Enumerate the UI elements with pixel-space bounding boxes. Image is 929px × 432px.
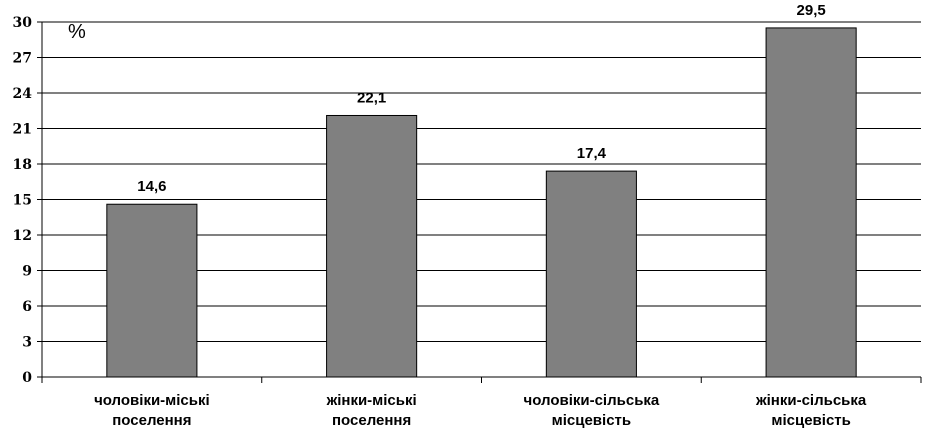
value-label: 14,6 xyxy=(137,178,166,195)
x-category-label: чоловіки-міські xyxy=(94,392,210,409)
x-category-label: жінки-сільська xyxy=(755,392,867,409)
y-tick-label: 6 xyxy=(22,299,32,315)
y-tick-label: 30 xyxy=(13,15,33,31)
y-tick-label: 0 xyxy=(22,370,32,386)
value-labels: 14,6 22,1 17,4 29,5 xyxy=(137,2,825,195)
x-category-label: поселення xyxy=(332,412,411,429)
value-label: 29,5 xyxy=(797,2,826,19)
y-tick-label: 12 xyxy=(13,228,32,244)
y-tick-label: 21 xyxy=(13,122,32,138)
y-tick-label: 3 xyxy=(22,335,32,351)
bar xyxy=(765,27,857,378)
axes xyxy=(37,21,922,383)
x-category-label: місцевість xyxy=(771,412,850,429)
x-category-label: чоловіки-сільська xyxy=(523,392,659,409)
y-tick-label: 9 xyxy=(22,264,32,280)
y-tick-label: 27 xyxy=(13,51,32,67)
x-category-labels: чоловіки-міські поселення жінки-міські посе… xyxy=(94,392,867,429)
y-tick-label: 24 xyxy=(13,86,33,102)
bar xyxy=(326,114,418,378)
y-tick-labels: 0 3 6 9 12 15 18 21 24 27 30 xyxy=(13,15,33,386)
bars xyxy=(106,27,857,378)
x-category-label: поселення xyxy=(112,412,191,429)
y-tick-label: 18 xyxy=(13,157,32,173)
x-category-label: місцевість xyxy=(552,412,631,429)
bar xyxy=(545,170,637,378)
x-category-label: жінки-міські xyxy=(326,392,417,409)
value-label: 17,4 xyxy=(577,145,607,162)
bar xyxy=(106,203,198,378)
unit-label: % xyxy=(68,21,86,43)
y-tick-label: 15 xyxy=(13,193,32,209)
value-label: 22,1 xyxy=(357,89,386,106)
